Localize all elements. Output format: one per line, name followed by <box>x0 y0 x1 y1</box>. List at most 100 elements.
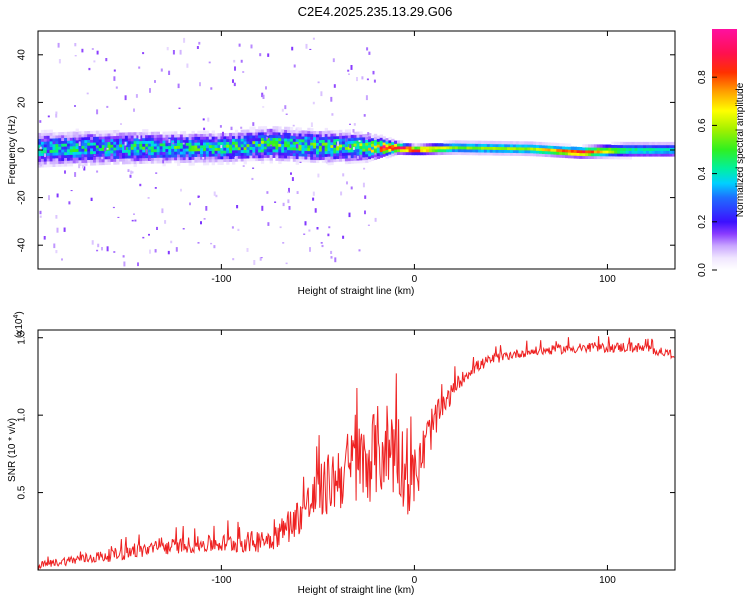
heatmap-cell <box>232 158 236 162</box>
heatmap-cell <box>452 140 456 144</box>
heatmap-cell <box>321 150 326 155</box>
heatmap-cell <box>95 133 100 137</box>
heatmap-cell <box>252 143 256 147</box>
heatmap-cell <box>295 150 299 154</box>
heatmap-cell <box>327 159 331 163</box>
heatmap-cell <box>307 142 311 146</box>
heatmap-cell <box>510 146 514 151</box>
heatmap-cell <box>64 140 68 144</box>
heatmap-cell <box>373 153 378 158</box>
heatmap-cell <box>365 145 369 149</box>
heatmap-cell <box>136 132 140 136</box>
heatmap-cell <box>373 145 378 149</box>
heatmap-cell <box>316 148 320 152</box>
heatmap-cell <box>611 156 615 160</box>
heatmap-cell <box>67 143 71 147</box>
heatmap-cell <box>168 148 172 152</box>
heatmap-cell <box>75 151 79 155</box>
heatmap-cell <box>107 161 111 165</box>
heatmap-cell <box>567 149 572 153</box>
heatmap-cell <box>148 151 152 156</box>
heatmap-cell <box>611 153 615 157</box>
heatmap-cell <box>171 145 175 149</box>
heatmap-cell <box>292 150 297 154</box>
heatmap-cell <box>298 141 302 145</box>
heatmap-cell <box>350 151 354 156</box>
heatmap-cell <box>95 136 100 140</box>
colorbar: 0.00.20.40.60.8 Normalized spectral ampl… <box>697 29 746 277</box>
heatmap-cell <box>614 153 618 157</box>
heatmap-cell <box>258 132 262 136</box>
heatmap-cell <box>605 153 609 157</box>
heatmap-cell <box>229 147 233 151</box>
heatmap-cell <box>368 147 372 151</box>
heatmap-cell <box>565 149 569 153</box>
heatmap-cell <box>359 140 363 144</box>
heatmap-cell <box>217 133 221 137</box>
heatmap-cell <box>243 132 247 136</box>
heatmap-cell <box>365 133 369 138</box>
heatmap-cell <box>307 127 311 132</box>
heatmap-cell <box>188 156 192 160</box>
heatmap-cell <box>55 152 59 156</box>
heatmap-cell <box>585 152 589 157</box>
heatmap-cell <box>40 132 45 137</box>
heatmap-cell <box>130 160 134 165</box>
heatmap-speckle <box>309 247 311 252</box>
heatmap-cell <box>150 157 155 161</box>
heatmap-speckle <box>96 109 99 115</box>
heatmap-cell <box>275 126 279 130</box>
heatmap-cell <box>124 158 129 162</box>
heatmap-cell <box>666 141 670 146</box>
heatmap-cell <box>185 145 189 149</box>
heatmap-cell <box>116 138 120 142</box>
heatmap-cell <box>672 141 675 146</box>
heatmap-speckle <box>203 218 206 220</box>
heatmap-cell <box>582 152 586 157</box>
heatmap-cell <box>281 155 285 159</box>
heatmap-cell <box>617 156 621 160</box>
heatmap-cell <box>72 157 76 161</box>
heatmap-speckle <box>251 177 254 180</box>
heatmap-cell <box>501 143 505 148</box>
heatmap-cell <box>240 129 244 133</box>
heatmap-cell <box>391 138 395 143</box>
heatmap-cell <box>226 135 230 140</box>
heatmap-cell <box>75 145 79 149</box>
heatmap-cell <box>255 137 259 142</box>
heatmap-cell <box>411 151 415 156</box>
heatmap-cell <box>98 156 103 160</box>
heatmap-cell <box>368 153 372 157</box>
heatmap-cell <box>460 140 464 144</box>
heatmap-cell <box>483 152 488 156</box>
heatmap-cell <box>136 152 140 156</box>
heatmap-speckle <box>74 105 76 107</box>
heatmap-cell <box>570 146 575 150</box>
heatmap-cell <box>327 147 331 151</box>
heatmap-speckle <box>117 216 120 218</box>
heatmap-speckle <box>287 191 290 194</box>
heatmap-cell <box>95 139 100 143</box>
heatmap-cell <box>78 159 82 164</box>
heatmap-cell <box>55 132 59 136</box>
heatmap-speckle <box>189 202 191 206</box>
heatmap-cell <box>362 145 366 149</box>
heatmap-cell <box>336 147 340 151</box>
heatmap-cell <box>205 156 210 160</box>
heatmap-cell <box>84 151 88 155</box>
heatmap-cell <box>205 139 210 143</box>
heatmap-cell <box>550 142 554 146</box>
heatmap-cell <box>124 160 129 165</box>
heatmap-cell <box>342 149 346 153</box>
heatmap-cell <box>298 136 302 140</box>
heatmap-cell <box>98 133 103 137</box>
heatmap-cell <box>385 138 389 142</box>
heatmap-cell <box>249 126 253 130</box>
heatmap-cell <box>266 140 270 144</box>
heatmap-cell <box>223 150 227 154</box>
heatmap-cell <box>394 140 398 144</box>
heatmap-cell <box>52 160 56 165</box>
heatmap-cell <box>313 139 317 143</box>
heatmap-speckle <box>242 165 245 167</box>
heatmap-cell <box>130 149 134 153</box>
